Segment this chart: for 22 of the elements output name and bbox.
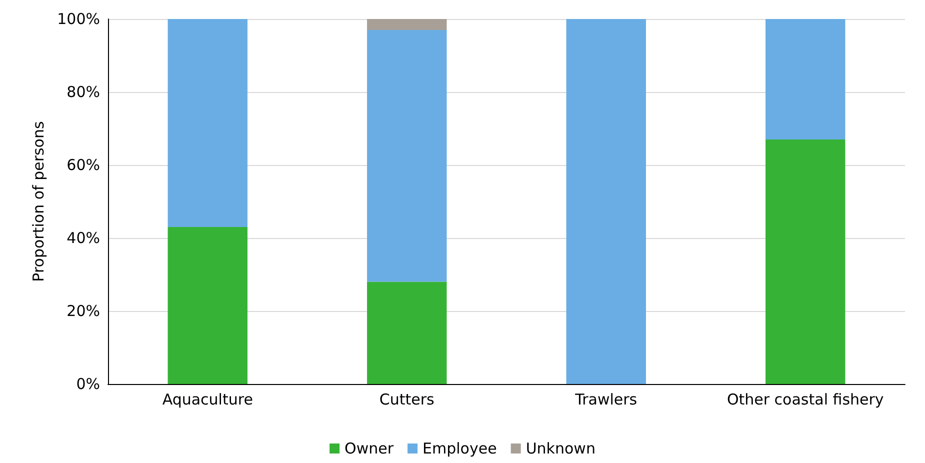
y-tick-label: 80% <box>66 83 100 101</box>
x-tick-label: Trawlers <box>574 390 638 408</box>
y-tick-label: 100% <box>57 10 100 28</box>
bar <box>168 227 248 384</box>
y-tick-label: 60% <box>66 156 100 174</box>
y-tick-label: 40% <box>66 229 100 247</box>
y-tick-label: 20% <box>66 302 100 320</box>
x-tick-label: Other coastal fishery <box>726 390 884 408</box>
x-tick-label: Cutters <box>379 390 435 408</box>
legend-label: Employee <box>422 440 497 458</box>
bar <box>367 282 447 384</box>
bar <box>766 139 846 384</box>
y-tick-label: 0% <box>76 375 100 393</box>
bar <box>168 19 248 228</box>
legend-label: Unknown <box>526 440 596 458</box>
bar <box>566 19 646 384</box>
bar <box>367 30 447 282</box>
bar <box>766 19 846 140</box>
legend-label: Owner <box>344 440 394 458</box>
y-axis-title: Proportion of persons <box>30 121 48 282</box>
bar <box>367 19 447 30</box>
x-tick-label: Aquaculture <box>162 390 253 408</box>
